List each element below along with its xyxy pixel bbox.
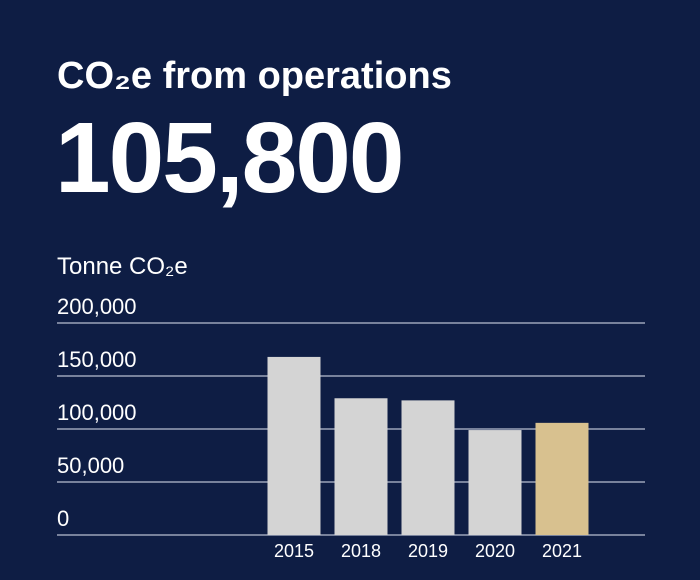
chart-title: CO₂e from operations [57,55,452,97]
bar [535,422,589,535]
bar [334,398,388,535]
x-tick-label: 2021 [542,541,582,561]
x-tick-label: 2019 [408,541,448,561]
y-tick-label: 0 [57,506,69,531]
y-axis-label: Tonne CO₂e [57,253,188,280]
x-tick-label: 2018 [341,541,381,561]
headline: 105,800 [55,102,402,214]
bar [267,356,321,535]
bar [468,430,522,535]
x-tick-label: 2015 [274,541,314,561]
y-tick-label: 200,000 [57,294,137,319]
y-tick-label: 100,000 [57,400,137,425]
y-tick-label: 150,000 [57,347,137,372]
y-tick-label: 50,000 [57,453,124,478]
bar [401,400,455,535]
x-tick-label: 2020 [475,541,515,561]
